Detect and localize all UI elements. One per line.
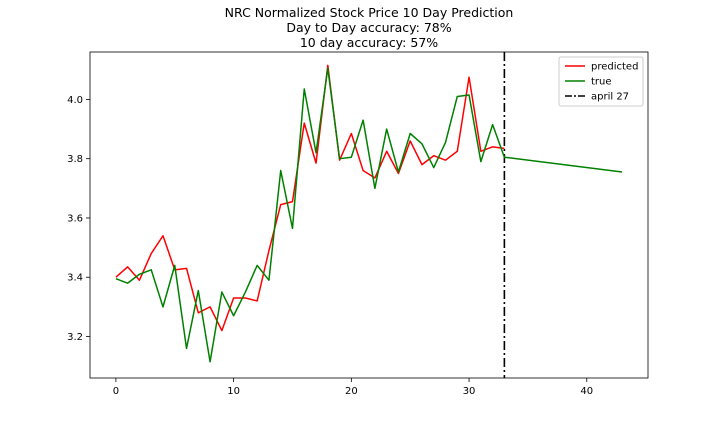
x-tick-label: 30 <box>463 386 476 397</box>
legend-label-true: true <box>591 77 612 88</box>
chart-title-line-2: Day to Day accuracy: 78% <box>286 20 451 35</box>
chart-title-line-1: NRC Normalized Stock Price 10 Day Predic… <box>225 5 514 20</box>
plot-area <box>89 51 649 379</box>
y-tick-label: 3.2 <box>67 332 83 343</box>
chart-title-block: NRC Normalized Stock Price 10 Day Predic… <box>225 5 514 50</box>
y-tick-label: 3.8 <box>67 154 83 165</box>
chart-title-line-3: 10 day accuracy: 57% <box>300 35 438 50</box>
legend-label-predicted: predicted <box>591 62 638 73</box>
legend: predicted true april 27 <box>558 56 644 107</box>
x-tick-label: 0 <box>113 386 119 397</box>
y-tick-label: 3.4 <box>67 273 83 284</box>
x-tick-label: 40 <box>580 386 593 397</box>
x-tick-label: 10 <box>227 386 240 397</box>
series-lines <box>115 64 623 363</box>
legend-box <box>558 56 644 107</box>
series-line-predicted <box>115 64 505 332</box>
x-tick-label: 20 <box>345 386 358 397</box>
y-tick-label: 3.6 <box>67 213 83 224</box>
legend-label-april-27: april 27 <box>591 92 629 103</box>
series-line-true <box>115 67 623 363</box>
axes: 0 10 20 30 40 3.2 3.4 3.6 3.8 4.0 <box>67 95 593 397</box>
y-tick-label: 4.0 <box>67 95 83 106</box>
